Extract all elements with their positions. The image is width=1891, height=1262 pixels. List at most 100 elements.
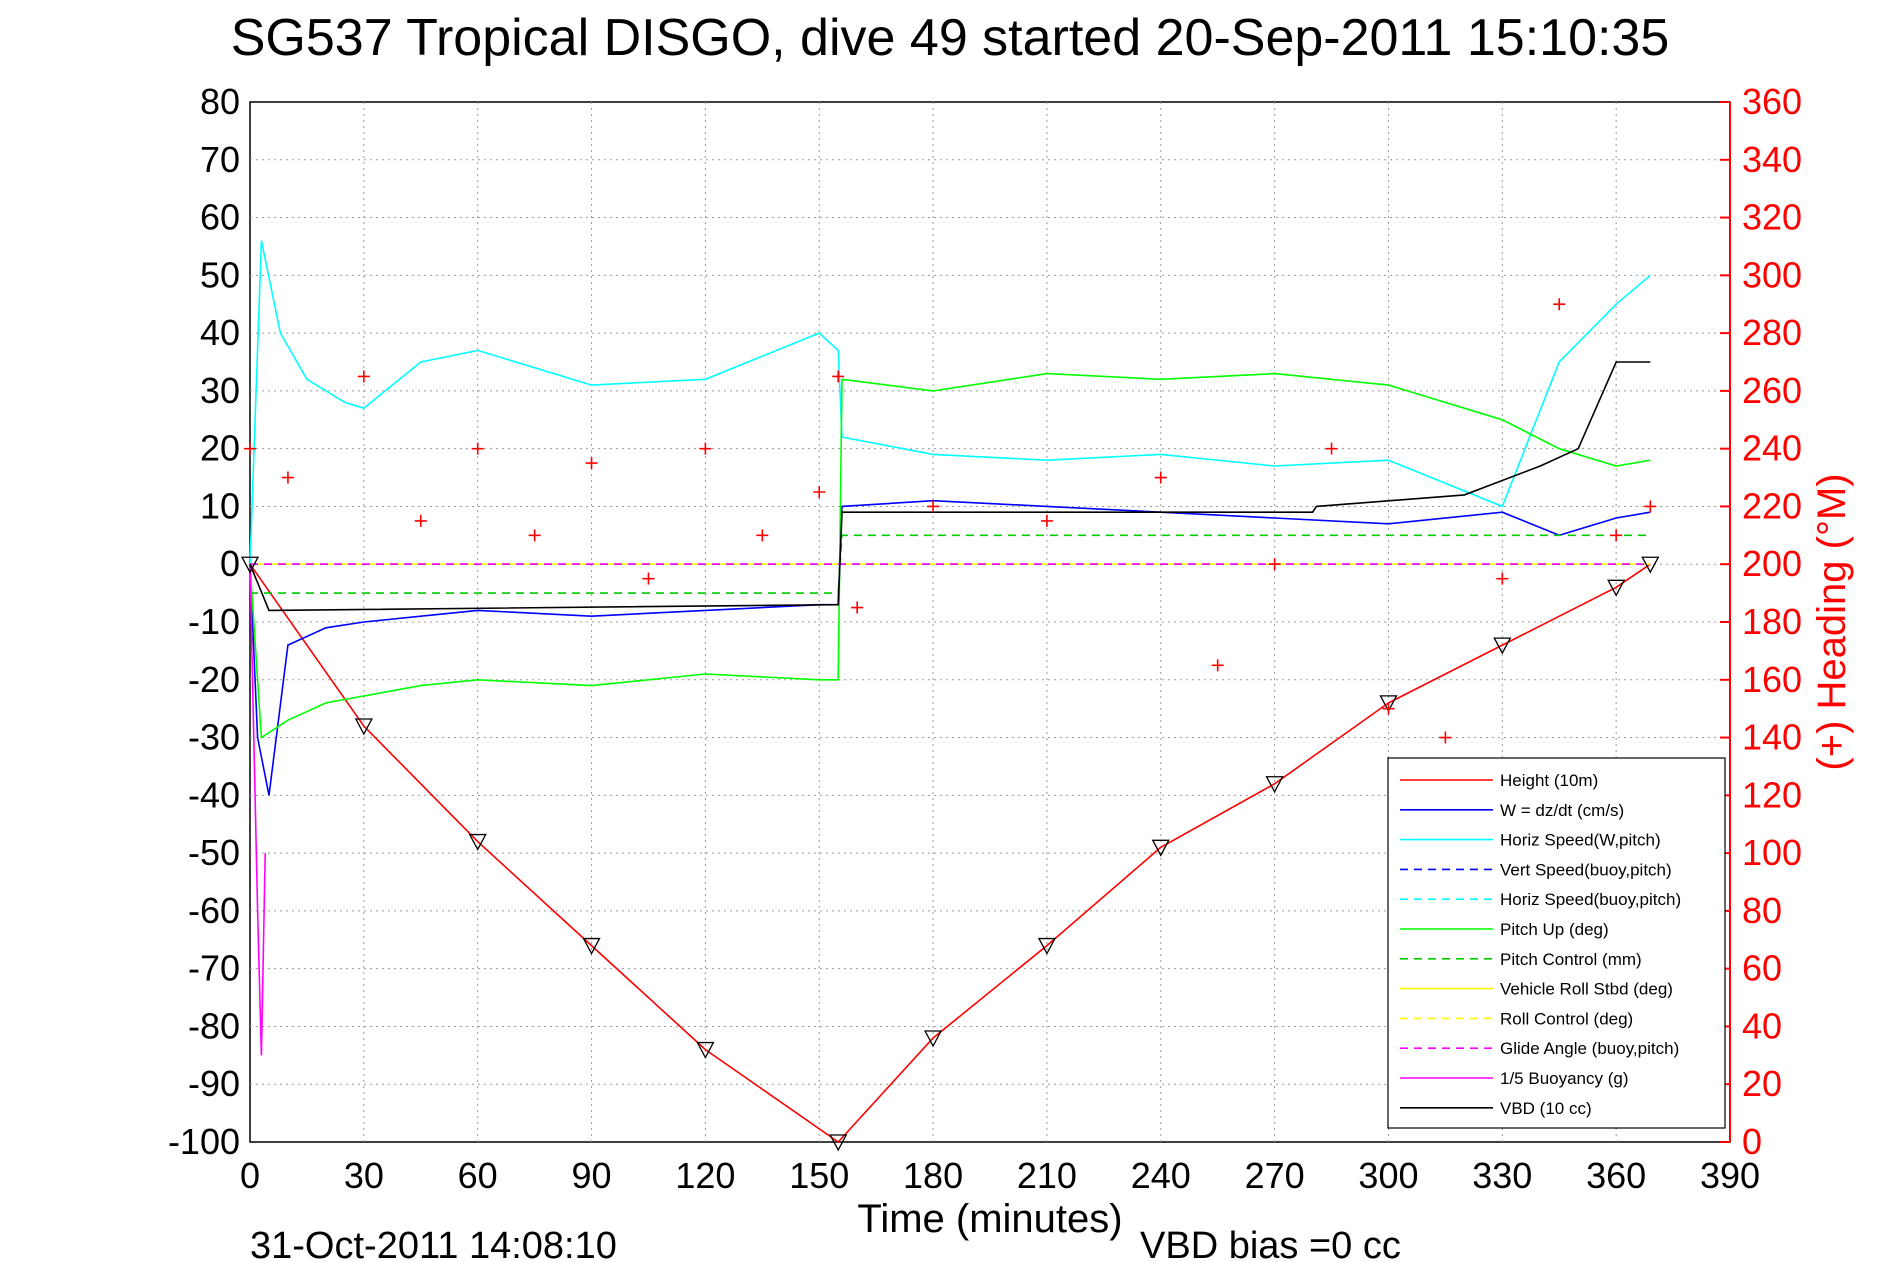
- y-right-tick-label: 300: [1742, 254, 1802, 295]
- heading-point: [1040, 514, 1053, 527]
- x-tick-label: 360: [1586, 1155, 1646, 1196]
- y-tick-label: -80: [188, 1005, 240, 1046]
- y-tick-label: -30: [188, 717, 240, 758]
- y-right-tick-label: 240: [1742, 428, 1802, 469]
- y-right-tick-label: 360: [1742, 81, 1802, 122]
- x-tick-label: 150: [789, 1155, 849, 1196]
- x-tick-label: 390: [1700, 1155, 1760, 1196]
- heading-point: [1154, 471, 1167, 484]
- heading-point: [357, 370, 370, 383]
- legend-label: Pitch Up (deg): [1500, 920, 1609, 939]
- y-right-tick-label: 260: [1742, 370, 1802, 411]
- series-line-height: [249, 563, 1651, 1144]
- height-marker: [1379, 695, 1398, 713]
- height-marker: [696, 1041, 715, 1059]
- heading-point: [927, 500, 940, 513]
- y-right-tick-label: 120: [1742, 774, 1802, 815]
- height-marker: [240, 556, 260, 574]
- y-right-tick-label: 0: [1742, 1121, 1762, 1162]
- y-right-tick-label: 320: [1742, 197, 1802, 238]
- height-marker: [1607, 579, 1626, 597]
- y-tick-label: 20: [200, 428, 240, 469]
- legend-label: VBD (10 cc): [1500, 1099, 1592, 1118]
- y-tick-label: 80: [200, 81, 240, 122]
- y-tick-label: -100: [168, 1121, 240, 1162]
- height-marker: [1151, 839, 1170, 857]
- heading-point: [1439, 731, 1452, 744]
- y-right-tick-label: 280: [1742, 312, 1802, 353]
- legend-label: W = dz/dt (cm/s): [1500, 801, 1624, 820]
- legend-label: 1/5 Buoyancy (g): [1500, 1069, 1629, 1088]
- y-right-tick-label: 80: [1742, 890, 1782, 931]
- x-tick-label: 270: [1245, 1155, 1305, 1196]
- y-tick-label: 10: [200, 485, 240, 526]
- height-marker: [1493, 637, 1512, 655]
- x-tick-label: 210: [1017, 1155, 1077, 1196]
- heading-point: [1211, 659, 1224, 672]
- height-marker: [1265, 776, 1284, 794]
- x-tick-label: 60: [458, 1155, 498, 1196]
- heading-point: [642, 572, 655, 585]
- y-tick-label: 50: [200, 254, 240, 295]
- legend-label: Vehicle Roll Stbd (deg): [1500, 980, 1673, 999]
- heading-point: [1496, 572, 1509, 585]
- y-tick-label: -60: [188, 890, 240, 931]
- y-tick-label: -10: [188, 601, 240, 642]
- height-marker: [468, 833, 487, 851]
- y-right-tick-label: 140: [1742, 717, 1802, 758]
- y-tick-label: 60: [200, 197, 240, 238]
- legend-box: [1387, 757, 1726, 1129]
- y-tick-label: -90: [188, 1063, 240, 1104]
- y-right-tick-label: 160: [1742, 659, 1802, 700]
- height-marker: [829, 1134, 848, 1152]
- legend-label: Height (10m): [1500, 771, 1598, 790]
- height-marker: [1037, 937, 1057, 955]
- heading-point: [851, 601, 864, 614]
- y-right-tick-label: 40: [1742, 1005, 1782, 1046]
- y-right-tick-label: 100: [1742, 832, 1802, 873]
- y-tick-label: 70: [200, 139, 240, 180]
- y-tick-label: -50: [188, 832, 240, 873]
- height-marker: [354, 718, 373, 736]
- heading-point: [471, 442, 484, 455]
- heading-point: [1268, 558, 1281, 571]
- chart-title: SG537 Tropical DISGO, dive 49 started 20…: [231, 9, 1670, 67]
- x-tick-label: 330: [1472, 1155, 1532, 1196]
- y-right-axis-label: (+) Heading (°M): [1810, 473, 1854, 770]
- y-right-tick-label: 200: [1742, 543, 1802, 584]
- heading-markers: [244, 298, 1657, 744]
- heading-point: [528, 529, 541, 542]
- heading-point: [1610, 529, 1623, 542]
- heading-point: [1644, 500, 1657, 513]
- legend-label: Horiz Speed(W,pitch): [1500, 831, 1661, 850]
- axis-ticks: 0 30 60 90 120 150 180 210 240 270 300 330 360 390 80 7…: [168, 81, 1802, 1196]
- x-tick-label: 300: [1358, 1155, 1418, 1196]
- x-tick-label: 120: [675, 1155, 735, 1196]
- legend-label: Horiz Speed(buoy,pitch): [1500, 890, 1681, 909]
- heading-point: [281, 471, 294, 484]
- heading-point: [1382, 702, 1395, 715]
- heading-point: [699, 442, 712, 455]
- footer-timestamp: 31-Oct-2011 14:08:10: [250, 1225, 617, 1262]
- series-line-buoyancy: [249, 564, 266, 1056]
- y-right-tick-label: 340: [1742, 139, 1802, 180]
- height-marker: [923, 1030, 943, 1048]
- y-right-tick-label: 220: [1742, 485, 1802, 526]
- legend: Height (10m) W = dz/dt (cm/s) Horiz Speed(…: [1387, 757, 1726, 1129]
- x-axis-label: Time (minutes): [857, 1197, 1122, 1241]
- heading-point: [832, 370, 845, 383]
- heading-point: [585, 457, 598, 470]
- series-lines: [240, 240, 1660, 1152]
- x-tick-label: 90: [572, 1155, 612, 1196]
- legend-label: Vert Speed(buoy,pitch): [1500, 860, 1672, 879]
- heading-point: [414, 514, 427, 527]
- y-tick-label: 30: [200, 370, 240, 411]
- y-right-tick-label: 180: [1742, 601, 1802, 642]
- y-tick-label: 40: [200, 312, 240, 353]
- y-tick-label: -40: [188, 774, 240, 815]
- heading-point: [1325, 442, 1338, 455]
- y-tick-label: -70: [188, 948, 240, 989]
- legend-label: Glide Angle (buoy,pitch): [1500, 1039, 1679, 1058]
- heading-point: [756, 529, 769, 542]
